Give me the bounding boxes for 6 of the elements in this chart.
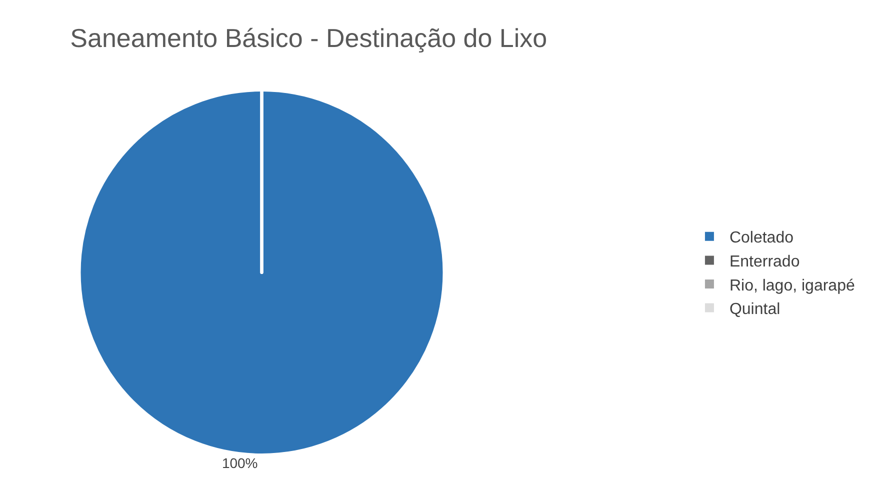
legend-label: Enterrado: [729, 253, 800, 270]
legend-label: Quintal: [729, 301, 780, 318]
legend-label: Rio, lago, igarapé: [729, 277, 855, 294]
data-label: 100%: [222, 455, 258, 471]
legend-label: Coletado: [729, 230, 794, 247]
chart-title: Saneamento Básico - Destinação do Lixo: [70, 23, 548, 53]
